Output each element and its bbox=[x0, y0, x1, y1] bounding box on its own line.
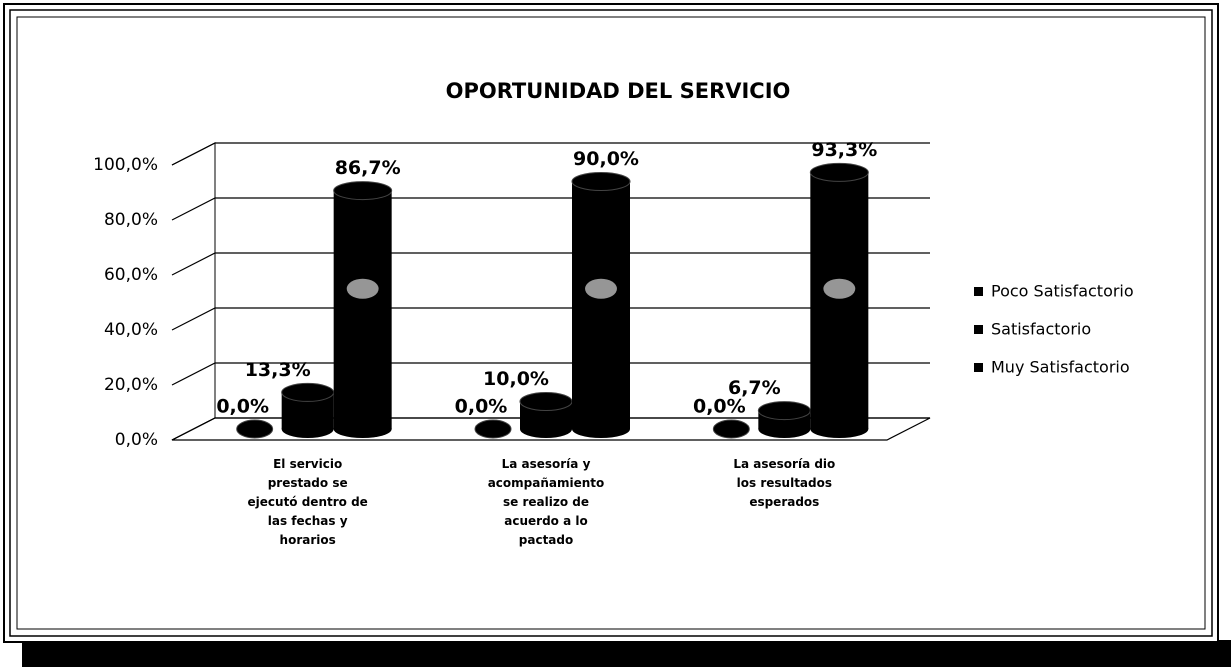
highlight bbox=[585, 278, 617, 299]
chart-title: OPORTUNIDAD DEL SERVICIO bbox=[446, 79, 791, 103]
cylinder-top bbox=[281, 382, 335, 402]
legend-label: Muy Satisfactorio bbox=[991, 358, 1130, 377]
legend-swatch bbox=[974, 325, 983, 334]
x-tick-label: La asesoría y acompañamiento se realizo … bbox=[487, 457, 605, 547]
grid-line bbox=[171, 252, 930, 276]
data-label: 10,0% bbox=[483, 368, 549, 390]
bar bbox=[810, 172, 869, 430]
bar bbox=[572, 181, 630, 429]
cylinder bbox=[281, 382, 335, 438]
cylinder-bottom bbox=[333, 420, 392, 438]
cylinder bbox=[809, 162, 869, 438]
cylinder-top bbox=[333, 181, 393, 201]
cylinder bbox=[236, 419, 274, 439]
bar bbox=[333, 190, 392, 429]
legend-swatch bbox=[974, 363, 983, 372]
cylinder-top bbox=[474, 419, 512, 439]
grid-line bbox=[171, 307, 930, 331]
floor bbox=[171, 417, 931, 441]
plot-frame bbox=[16, 16, 1206, 630]
x-tick-label: La asesoría dio los resultados esperados bbox=[733, 457, 836, 509]
x-tick-label-box: La asesoría dio los resultados esperados bbox=[733, 457, 836, 509]
y-tick-label: 20,0% bbox=[104, 375, 158, 395]
cylinder-top bbox=[712, 419, 750, 439]
cylinder-bottom bbox=[281, 420, 334, 438]
data-label: 0,0% bbox=[693, 396, 746, 418]
cylinder bbox=[712, 419, 750, 439]
data-label: 93,3% bbox=[811, 139, 877, 161]
cylinder bbox=[474, 419, 512, 439]
data-label: 0,0% bbox=[216, 396, 269, 418]
data-label: 0,0% bbox=[455, 396, 508, 418]
highlight bbox=[823, 278, 856, 299]
shadow-bar bbox=[22, 640, 1231, 667]
cylinder-bottom bbox=[520, 420, 572, 438]
grid-line bbox=[171, 362, 930, 386]
x-tick-label-box: El servicio prestado se ejecutó dentro d… bbox=[247, 457, 368, 547]
cylinder bbox=[333, 181, 393, 438]
legend-label: Satisfactorio bbox=[991, 320, 1091, 339]
cylinder-top bbox=[519, 392, 573, 411]
y-tick-label: 60,0% bbox=[104, 265, 158, 285]
cylinder-bottom bbox=[810, 420, 869, 438]
highlight bbox=[346, 278, 379, 299]
y-tick-label: 0,0% bbox=[115, 430, 158, 450]
cylinder-bottom bbox=[572, 420, 630, 438]
cylinder bbox=[571, 172, 631, 438]
cylinder bbox=[757, 401, 811, 438]
data-label: 13,3% bbox=[245, 359, 311, 381]
grid-line bbox=[171, 142, 930, 166]
inner-frame bbox=[9, 9, 1213, 637]
cylinder-top bbox=[571, 172, 631, 191]
data-label: 90,0% bbox=[573, 148, 639, 170]
y-tick-label: 100,0% bbox=[93, 155, 158, 175]
grid-line bbox=[171, 197, 930, 221]
data-label: 86,7% bbox=[335, 157, 401, 179]
x-tick-label: El servicio prestado se ejecutó dentro d… bbox=[247, 457, 368, 547]
cylinder-top bbox=[236, 419, 274, 439]
legend-swatch bbox=[974, 287, 983, 296]
cylinder bbox=[519, 392, 573, 438]
y-tick-label: 80,0% bbox=[104, 210, 158, 230]
cylinder-top bbox=[809, 162, 869, 182]
data-label: 6,7% bbox=[728, 377, 781, 399]
x-tick-label-box: La asesoría y acompañamiento se realizo … bbox=[487, 457, 605, 547]
cylinder-bottom bbox=[758, 420, 811, 438]
cylinder-top bbox=[757, 401, 811, 421]
y-tick-label: 40,0% bbox=[104, 320, 158, 340]
legend-label: Poco Satisfactorio bbox=[991, 282, 1134, 301]
